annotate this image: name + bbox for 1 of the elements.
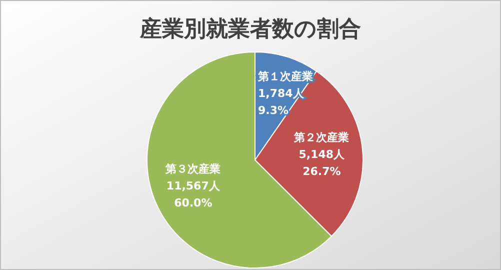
title: 産業別就業者数の割合 [140,17,361,42]
